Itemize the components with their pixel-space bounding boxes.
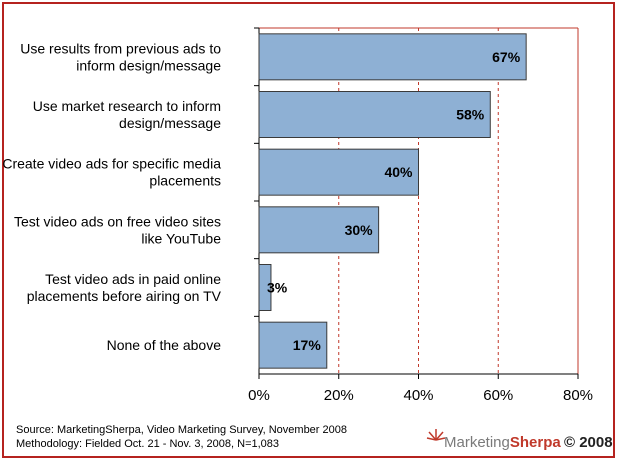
category-label: placements: [149, 173, 221, 189]
bar: [258, 148, 419, 196]
bar: [258, 321, 328, 369]
x-tick-label: 40%: [403, 387, 433, 404]
data-label: 30%: [345, 222, 374, 238]
data-label: 17%: [293, 337, 322, 353]
category-label: Test video ads in paid online: [45, 271, 221, 287]
x-tick-label: 80%: [563, 387, 593, 404]
data-label: 67%: [492, 49, 521, 65]
source-note: Source: MarketingSherpa, Video Marketing…: [16, 424, 347, 436]
category-label: Use market research to inform: [33, 98, 221, 114]
category-label: placements before airing on TV: [27, 288, 222, 304]
marketingsherpa-logo: MarketingSherpa © 2008: [426, 426, 613, 454]
category-label: Use results from previous ads to: [20, 40, 221, 56]
logo-brand-part1: Marketing: [444, 434, 510, 451]
bar: [258, 91, 491, 138]
bars: [258, 33, 527, 369]
logo-text: MarketingSherpa: [444, 434, 561, 451]
x-tick-label: 60%: [483, 387, 513, 404]
bar: [258, 264, 272, 311]
category-label: Test video ads on free video sites: [14, 213, 221, 229]
category-label: inform design/message: [76, 57, 221, 73]
bar: [258, 33, 527, 81]
x-tick-labels: 0% 20% 40% 60% 80%: [248, 374, 593, 404]
bar: [258, 206, 380, 254]
sun-logo-icon: [426, 429, 446, 441]
logo-brand-part2: Sherpa: [509, 434, 561, 451]
x-tick-label: 0%: [248, 387, 270, 404]
category-label: Create video ads for specific media: [2, 156, 221, 172]
methodology-note: Methodology: Fielded Oct. 21 - Nov. 3, 2…: [16, 438, 280, 450]
data-label: 58%: [456, 107, 485, 123]
data-labels: 67% 58% 40% 30% 3% 17%: [267, 49, 521, 353]
category-label: None of the above: [107, 337, 222, 353]
copyright-year: © 2008: [564, 434, 613, 451]
x-tick-label: 20%: [324, 387, 354, 404]
data-label: 40%: [384, 164, 413, 180]
category-label: design/message: [119, 115, 221, 131]
category-label: like YouTube: [141, 230, 221, 246]
data-label: 3%: [267, 280, 288, 296]
